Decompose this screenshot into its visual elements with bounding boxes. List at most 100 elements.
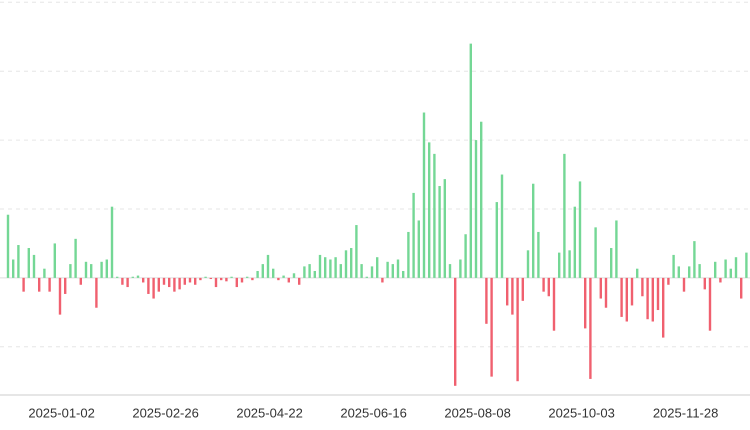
bar xyxy=(64,277,67,294)
bar xyxy=(734,257,738,278)
bar xyxy=(355,225,358,278)
bar xyxy=(204,276,207,278)
bar xyxy=(225,277,228,282)
bar xyxy=(402,270,405,278)
bar xyxy=(292,273,296,278)
bar xyxy=(412,192,415,278)
bar xyxy=(84,261,88,278)
bar xyxy=(251,277,254,281)
bar xyxy=(370,266,374,278)
bar xyxy=(324,257,327,278)
bar xyxy=(246,276,249,278)
bar xyxy=(100,261,103,278)
bar xyxy=(682,277,686,292)
bar xyxy=(95,277,98,308)
bar xyxy=(58,277,62,315)
bar xyxy=(256,270,259,278)
bar xyxy=(672,254,675,278)
bar xyxy=(719,277,722,283)
bar xyxy=(194,277,197,285)
bar xyxy=(277,277,280,281)
bar xyxy=(287,277,290,283)
bar xyxy=(537,231,540,278)
bar xyxy=(110,206,114,278)
bar xyxy=(558,252,561,278)
bar xyxy=(27,248,30,278)
bar xyxy=(677,266,680,278)
bar xyxy=(376,257,379,278)
bar xyxy=(459,259,462,278)
bar xyxy=(69,264,72,278)
bar xyxy=(506,277,509,306)
bar xyxy=(698,264,701,278)
bar xyxy=(386,261,389,278)
bar xyxy=(573,206,576,278)
bar xyxy=(407,231,410,278)
bar xyxy=(235,277,238,288)
bar xyxy=(604,277,608,308)
x-tick-label: 2025-06-16 xyxy=(340,405,407,420)
bar xyxy=(272,268,275,278)
bar xyxy=(183,277,186,285)
bar xyxy=(121,277,124,285)
bar xyxy=(480,121,483,278)
bar xyxy=(422,112,426,278)
bar xyxy=(329,259,332,278)
bar xyxy=(43,268,46,278)
bar xyxy=(474,140,478,278)
bar xyxy=(136,275,140,278)
bar xyxy=(417,220,420,278)
bar xyxy=(615,220,618,278)
bar xyxy=(438,186,441,278)
bar xyxy=(298,277,301,285)
bar xyxy=(594,227,597,278)
bar xyxy=(688,266,691,278)
bar xyxy=(318,254,322,278)
bar xyxy=(339,264,342,278)
bar xyxy=(547,277,550,297)
bar xyxy=(199,277,202,281)
x-tick-label: 2025-04-22 xyxy=(236,405,303,420)
bar xyxy=(667,277,670,285)
bar xyxy=(6,214,10,278)
bar xyxy=(578,181,582,278)
bar xyxy=(708,277,712,331)
bar xyxy=(261,264,264,278)
bar xyxy=(365,276,368,278)
bar xyxy=(610,248,613,278)
bar xyxy=(495,202,498,278)
bar xyxy=(32,254,36,278)
bar xyxy=(220,277,223,281)
bar xyxy=(568,250,571,278)
bar xyxy=(516,277,519,382)
bar xyxy=(485,277,488,324)
bar xyxy=(521,277,524,301)
bar xyxy=(105,259,108,278)
bar xyxy=(745,252,748,278)
bar xyxy=(526,250,530,278)
bar xyxy=(656,277,660,311)
bar xyxy=(178,277,181,290)
bar xyxy=(563,153,566,278)
bar xyxy=(381,277,384,283)
bar xyxy=(454,277,457,386)
bar xyxy=(142,277,145,283)
bar xyxy=(428,142,431,278)
bar xyxy=(651,277,654,322)
bar xyxy=(625,277,628,322)
bar xyxy=(589,277,592,379)
bar xyxy=(168,277,171,288)
bar xyxy=(126,277,129,288)
bar xyxy=(469,43,472,278)
bar xyxy=(266,254,270,278)
bar xyxy=(729,268,732,278)
bar xyxy=(157,277,160,292)
bar xyxy=(641,277,644,297)
bar xyxy=(308,264,311,278)
bar xyxy=(599,277,602,299)
bar xyxy=(303,266,306,278)
bar xyxy=(740,277,743,299)
bar xyxy=(532,183,535,278)
x-tick-label: 2025-08-08 xyxy=(444,405,511,420)
